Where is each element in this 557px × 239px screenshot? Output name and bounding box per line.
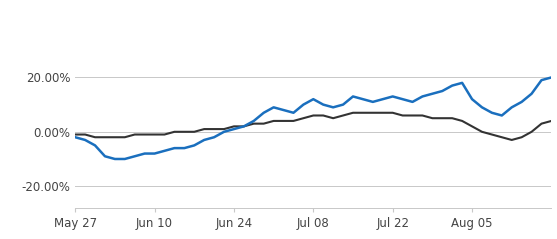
Legend: EXTR, S&P 500: EXTR, S&P 500 <box>77 0 255 1</box>
